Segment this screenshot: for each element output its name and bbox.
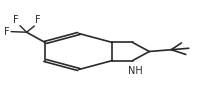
Text: F: F — [36, 15, 41, 25]
Text: NH: NH — [127, 66, 142, 76]
Text: F: F — [4, 27, 10, 37]
Text: F: F — [13, 15, 19, 25]
